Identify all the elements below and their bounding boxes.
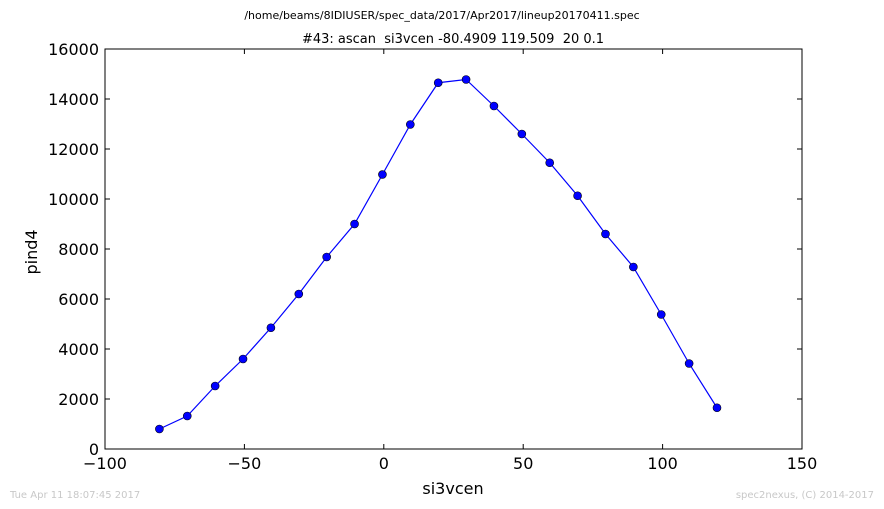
data-point	[350, 219, 359, 229]
data-point	[601, 229, 610, 239]
data-point	[238, 354, 248, 364]
data-point	[378, 170, 387, 179]
credit-footer: spec2nexus, (C) 2014-2017	[736, 490, 874, 501]
y-tick-label: 4000	[58, 340, 99, 359]
x-tick-label: −50	[228, 454, 262, 473]
file-path-header: /home/beams/8IDIUSER/spec_data/2017/Apr2…	[244, 9, 639, 22]
y-tick-label: 8000	[58, 240, 99, 259]
y-tick-label: 14000	[48, 90, 99, 109]
plot-frame	[104, 48, 803, 450]
data-point	[266, 323, 276, 333]
data-point	[210, 381, 220, 391]
x-tick-label: −100	[83, 454, 127, 473]
data-point	[684, 359, 694, 368]
data-point	[712, 403, 722, 413]
y-axis: 0 2000 4000 6000 8000 10000 12000 14000 16000	[48, 40, 802, 459]
data-point	[573, 191, 582, 201]
y-tick-label: 2000	[58, 390, 99, 409]
y-axis-label: pind4	[22, 229, 41, 274]
data-point	[155, 424, 164, 434]
y-tick-label: 0	[89, 440, 99, 459]
data-point	[489, 101, 499, 111]
data-point	[629, 262, 638, 272]
x-axis: −100 −50 0 50 100 150	[83, 49, 817, 473]
y-tick-label: 12000	[48, 140, 99, 159]
series-line	[159, 78, 718, 430]
data-point	[461, 75, 471, 84]
data-point	[656, 310, 666, 319]
data-point	[433, 78, 443, 88]
data-point	[406, 120, 415, 129]
x-tick-label: 50	[513, 454, 533, 473]
timestamp-footer: Tue Apr 11 18:07:45 2017	[9, 490, 140, 501]
y-tick-label: 10000	[48, 190, 99, 209]
y-tick-label: 6000	[58, 290, 99, 309]
data-point	[182, 411, 192, 421]
series-pind4	[155, 75, 722, 434]
data-point	[294, 289, 304, 299]
x-axis-label: si3vcen	[422, 479, 483, 498]
x-tick-label: 150	[787, 454, 818, 473]
y-tick-label: 16000	[48, 40, 99, 59]
x-tick-label: 100	[647, 454, 678, 473]
x-tick-label: 0	[379, 454, 389, 473]
data-point	[322, 252, 331, 262]
data-point	[517, 129, 527, 139]
chart-title: #43: ascan si3vcen -80.4909 119.509 20 0…	[302, 32, 604, 47]
data-point	[545, 158, 555, 168]
